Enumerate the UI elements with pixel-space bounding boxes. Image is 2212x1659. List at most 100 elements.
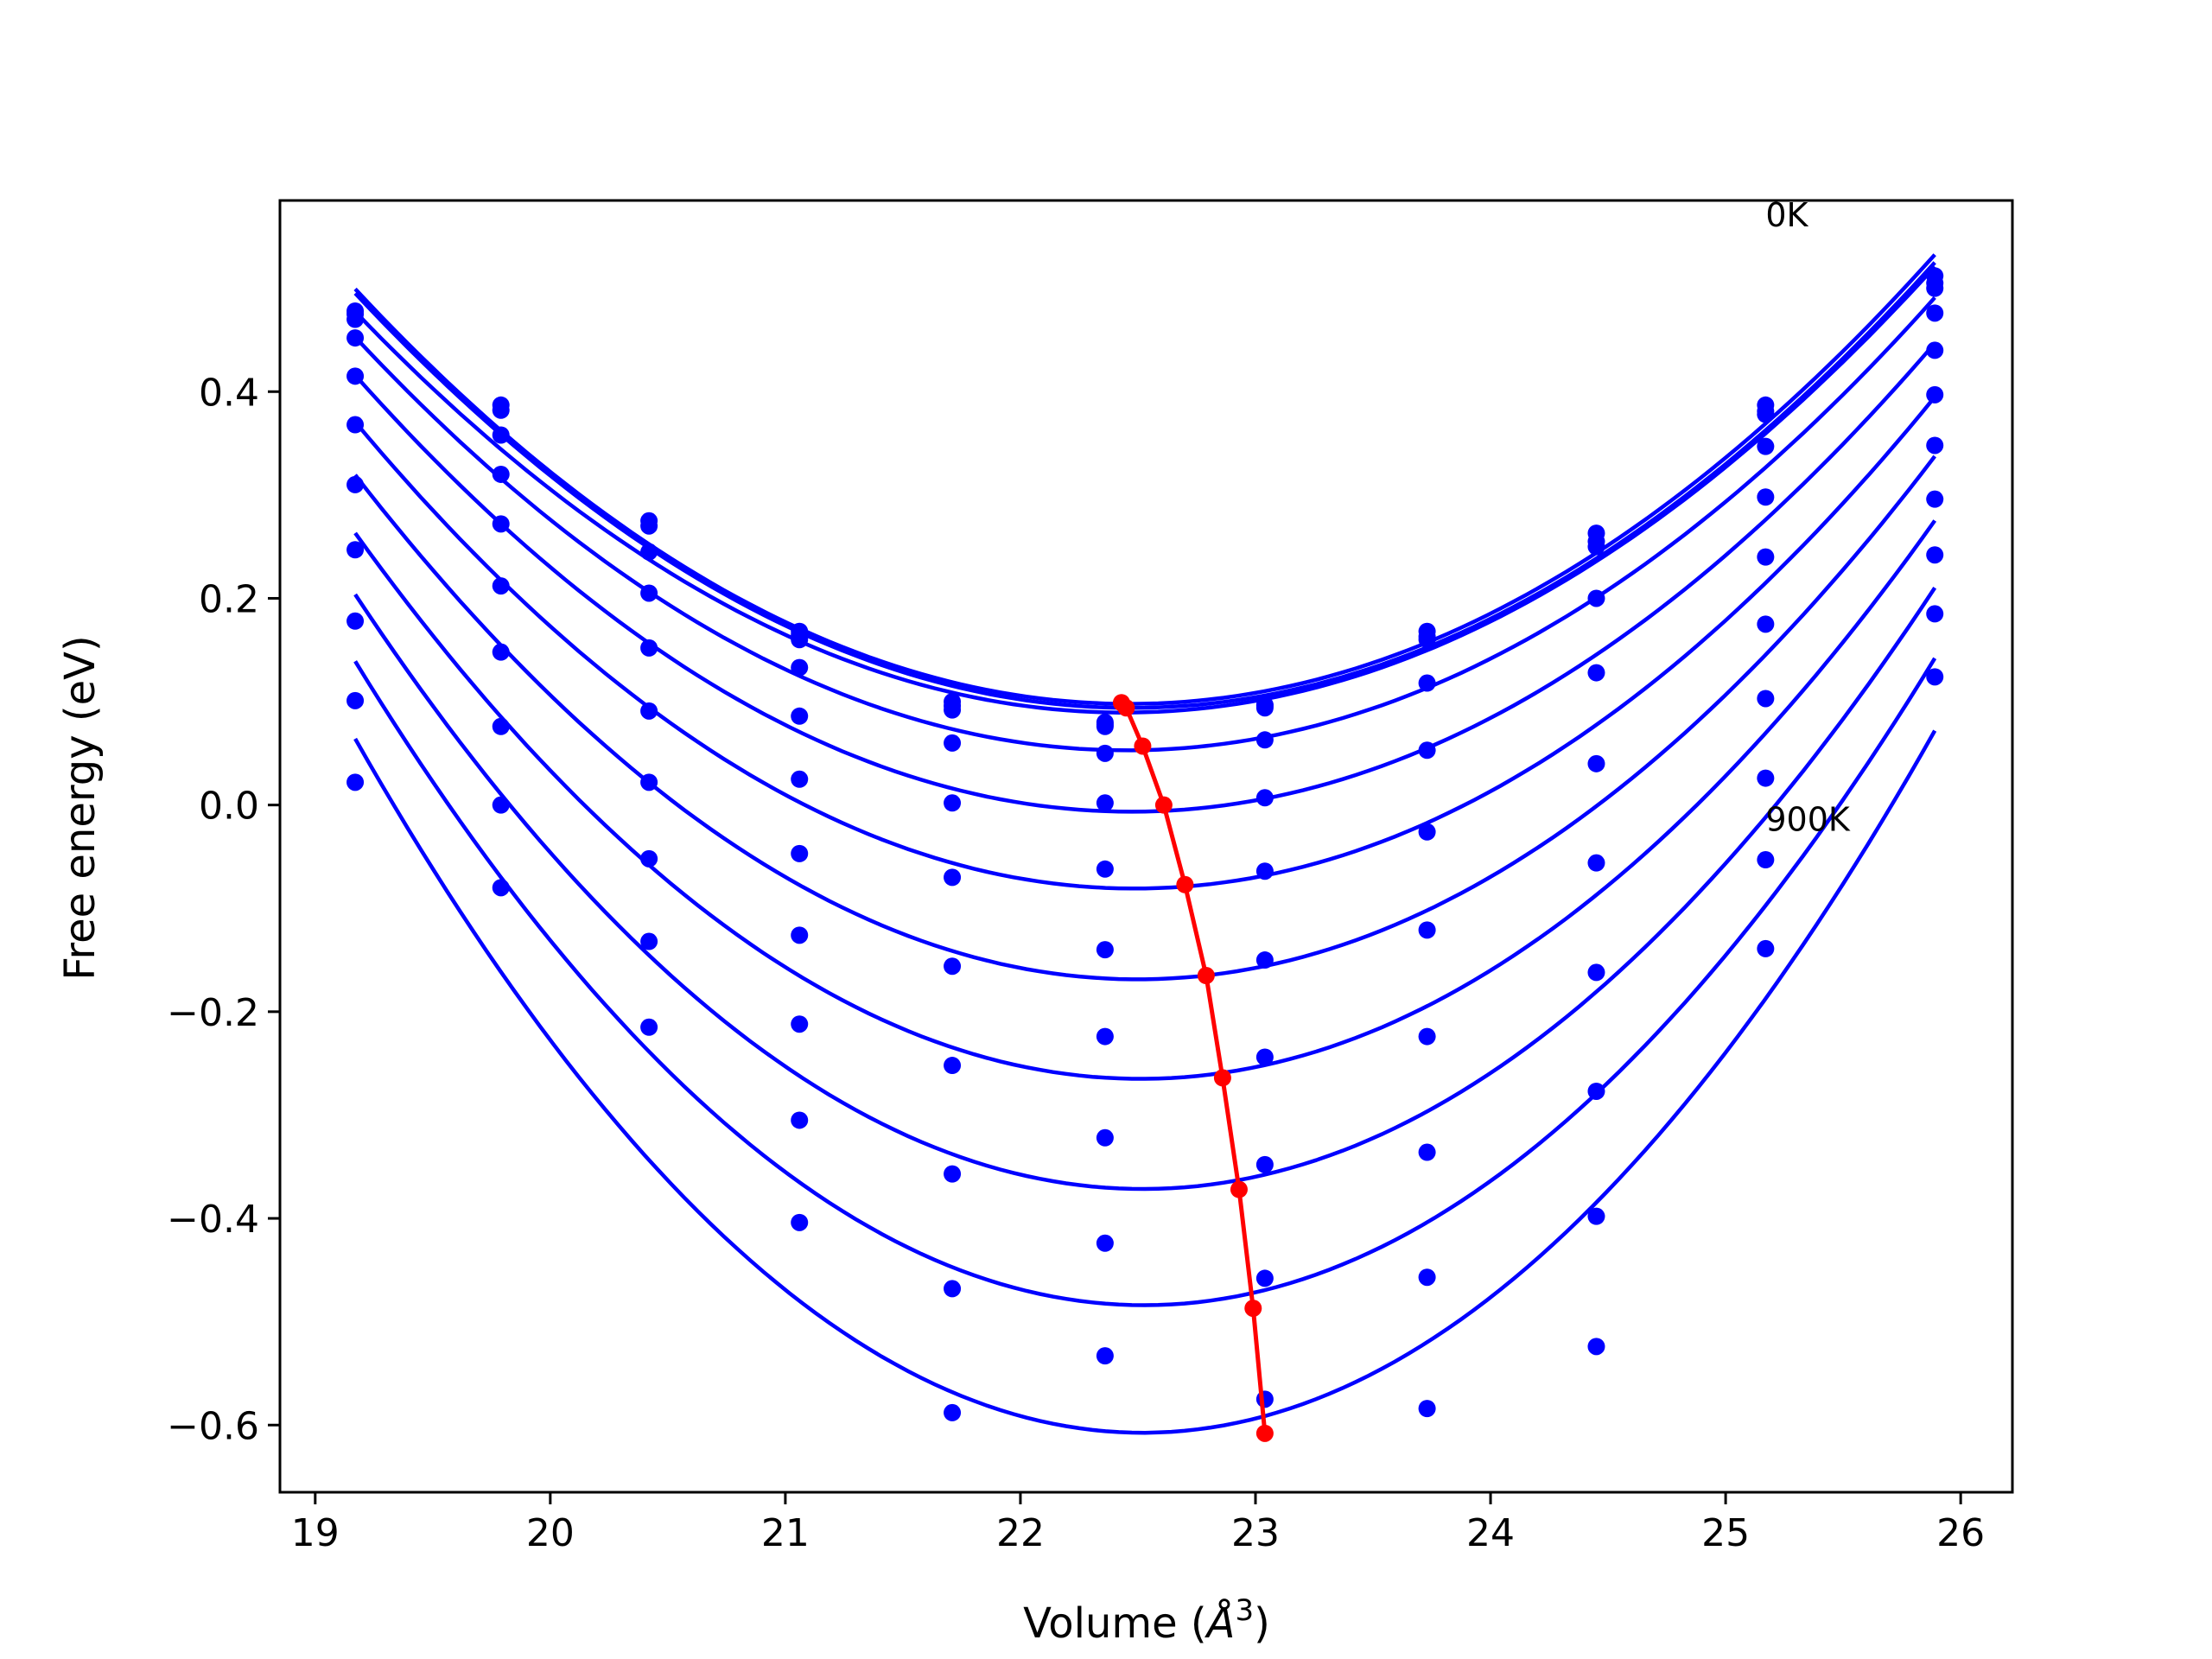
data-point-6-6 (1255, 951, 1274, 969)
data-point-6-7 (1418, 921, 1436, 939)
x-tick-label: 22 (996, 1511, 1045, 1555)
data-point-3-8 (1587, 589, 1605, 607)
fit-curve-2 (353, 265, 1936, 715)
minimum-point-2 (1134, 737, 1152, 755)
data-point-9-0 (346, 691, 365, 709)
data-point-9-5 (1096, 1234, 1114, 1252)
data-point-6-2 (640, 773, 658, 791)
data-point-10-3 (791, 1213, 809, 1231)
data-point-6-3 (791, 844, 809, 862)
data-point-8-3 (791, 1015, 809, 1033)
data-point-10-7 (1418, 1400, 1436, 1418)
data-point-5-1 (492, 577, 510, 595)
data-point-2-2 (640, 543, 658, 561)
x-axis-label-exponent: 3 (1235, 1593, 1254, 1628)
data-point-4-6 (1255, 789, 1274, 807)
x-tick-label: 19 (291, 1511, 340, 1555)
y-tick-label: 0.0 (199, 785, 259, 829)
data-point-3-0 (346, 329, 365, 347)
data-point-8-0 (346, 612, 365, 630)
data-point-4-9 (1757, 488, 1775, 506)
data-point-9-4 (944, 1280, 962, 1298)
data-point-8-4 (944, 1165, 962, 1183)
data-point-5-6 (1255, 862, 1274, 880)
data-point-2-10 (1926, 279, 1944, 297)
data-point-9-7 (1418, 1268, 1436, 1287)
y-tick-label: 0.4 (199, 371, 259, 415)
plot-frame (278, 199, 2014, 1494)
data-point-6-4 (944, 957, 962, 976)
data-point-1-1 (492, 401, 510, 419)
data-point-2-6 (1255, 696, 1274, 715)
minimum-point-8 (1244, 1300, 1262, 1318)
data-point-10-10 (1926, 668, 1944, 686)
minimum-point-3 (1154, 796, 1173, 814)
data-point-2-7 (1418, 631, 1436, 649)
data-point-3-3 (791, 658, 809, 677)
data-point-5-4 (944, 868, 962, 887)
data-point-7-8 (1587, 963, 1605, 982)
data-point-2-9 (1757, 405, 1775, 423)
data-point-5-3 (791, 770, 809, 788)
fit-curve-8 (353, 586, 1937, 1192)
data-point-8-5 (1096, 1128, 1114, 1147)
data-point-5-8 (1587, 754, 1605, 772)
data-point-3-5 (1096, 744, 1114, 762)
data-point-3-10 (1926, 304, 1944, 322)
data-point-9-6 (1255, 1269, 1274, 1287)
x-tick-label: 23 (1231, 1511, 1280, 1555)
data-point-3-6 (1255, 731, 1274, 749)
data-point-7-9 (1757, 690, 1775, 708)
data-point-2-1 (492, 426, 510, 444)
fit-curve-1 (353, 261, 1936, 710)
y-axis-label: Free energy (eV) (56, 635, 105, 980)
x-tick-label: 24 (1466, 1511, 1515, 1555)
y-tick-label: −0.6 (167, 1404, 259, 1448)
data-point-4-10 (1926, 341, 1944, 359)
data-point-6-0 (346, 475, 365, 493)
x-tick-label: 26 (1936, 1511, 1985, 1555)
data-point-9-8 (1587, 1207, 1605, 1225)
data-point-7-5 (1096, 1027, 1114, 1046)
data-point-8-1 (492, 796, 510, 814)
data-point-8-8 (1587, 1082, 1605, 1100)
y-tick-label: −0.4 (167, 1198, 259, 1242)
data-point-5-0 (346, 416, 365, 434)
y-tick-label: 0.2 (199, 577, 259, 621)
data-point-5-2 (640, 702, 658, 720)
data-point-9-1 (492, 879, 510, 897)
data-point-7-7 (1418, 1027, 1436, 1046)
axes: 19 20 21 22 23 24 25 26 −0.6 −0.4 −0.2 0.0 0.2 0.4 (167, 199, 2014, 1555)
data-point-4-3 (791, 707, 809, 725)
data-point-7-0 (346, 541, 365, 559)
data-point-2-0 (346, 310, 365, 328)
data-point-7-1 (492, 717, 510, 735)
x-tick-label: 25 (1701, 1511, 1750, 1555)
data-point-7-2 (640, 849, 658, 868)
data-point-6-10 (1926, 436, 1944, 454)
data-point-9-2 (640, 1018, 658, 1036)
annotation-0: 0K (1765, 196, 1808, 234)
data-point-6-9 (1757, 615, 1775, 633)
fit-curve-6 (353, 454, 1936, 982)
plot-area: 0K 900K (346, 196, 1944, 1442)
data-point-10-5 (1096, 1347, 1114, 1365)
data-point-7-10 (1926, 490, 1944, 508)
data-point-10-8 (1587, 1338, 1605, 1356)
data-point-10-4 (944, 1403, 962, 1421)
data-point-6-8 (1587, 854, 1605, 872)
fit-curve-0 (353, 253, 1936, 706)
minimum-point-7 (1230, 1180, 1248, 1198)
data-point-5-7 (1418, 823, 1436, 841)
minimum-point-9 (1255, 1424, 1274, 1442)
fit-curve-4 (353, 341, 1936, 814)
data-point-4-5 (1096, 794, 1114, 812)
data-point-3-7 (1418, 674, 1436, 692)
data-point-8-2 (640, 932, 658, 950)
data-point-6-5 (1096, 941, 1114, 959)
minimum-point-4 (1176, 875, 1194, 893)
data-point-3-4 (944, 734, 962, 752)
data-point-7-6 (1255, 1048, 1274, 1066)
x-tick-label: 20 (526, 1511, 575, 1555)
